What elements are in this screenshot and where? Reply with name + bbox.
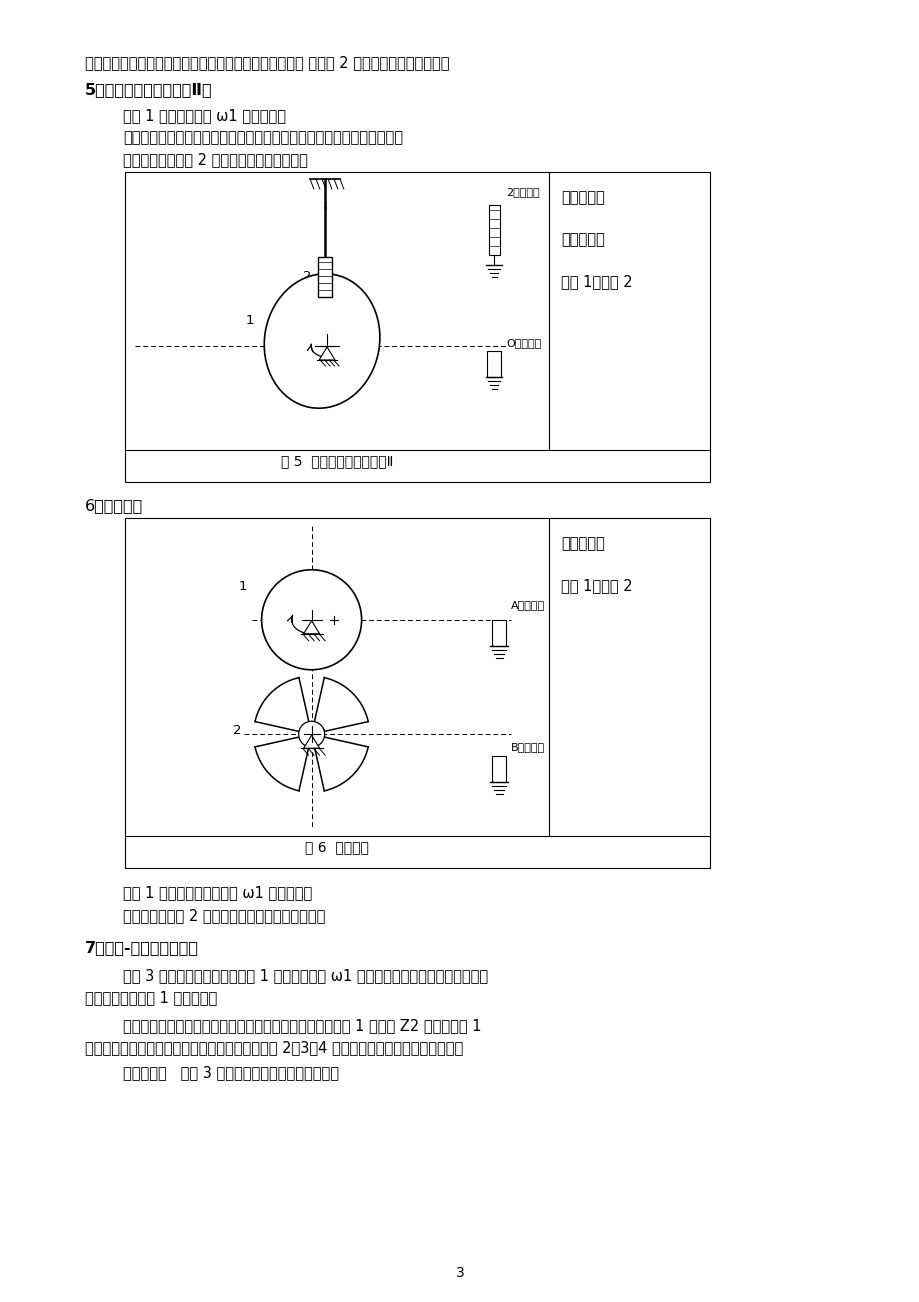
Text: 摇杆 3 在左极限位为零位。齿轮 1 为主动件，以 ω1 角速度匀速转动。也可只测试曲柄: 摇杆 3 在左极限位为零位。齿轮 1 为主动件，以 ω1 角速度匀速转动。也可只…: [123, 967, 488, 983]
Bar: [492, 756, 505, 783]
Text: 结构特点：由一级齿轮机构与曲柄摇杆机构构成，其中曲柄 1 与齿轮 Z2 固联，构件 1: 结构特点：由一级齿轮机构与曲柄摇杆机构构成，其中曲柄 1 与齿轮 Z2 固联，构…: [123, 1018, 481, 1032]
Text: 1: 1: [245, 315, 254, 328]
Text: 结构特点：对心移动从动件凸轮机构。凸轮推程回程均为简谐运动规律。: 结构特点：对心移动从动件凸轮机构。凸轮推程回程均为简谐运动规律。: [123, 130, 403, 145]
Bar: [488, 204, 499, 255]
Text: ω₁: ω₁: [283, 625, 298, 638]
Text: 拨盘 1 为主动件，以角速度 ω1 匀速转动。: 拨盘 1 为主动件，以角速度 ω1 匀速转动。: [123, 885, 312, 900]
Bar: [125, 518, 709, 868]
Text: 2: 2: [233, 724, 242, 737]
Text: 测试参数：槽轮 2 的角位移、角速度、角加速度。: 测试参数：槽轮 2 的角位移、角速度、角加速度。: [123, 907, 325, 923]
Text: 测试参数：   摇杆 3 的角位移、角速度、角加速度。: 测试参数： 摇杆 3 的角位移、角速度、角加速度。: [123, 1065, 338, 1079]
Text: O点角位移: O点角位移: [505, 339, 540, 348]
Text: ω₁: ω₁: [331, 341, 346, 354]
Text: 拨盘 1，槽轮 2: 拨盘 1，槽轮 2: [561, 578, 632, 592]
Text: 摇杆机构，以曲柄 1 为主动件。: 摇杆机构，以曲柄 1 为主动件。: [85, 990, 217, 1005]
Polygon shape: [319, 348, 335, 359]
Text: O: O: [303, 339, 312, 352]
Bar: [492, 620, 505, 646]
Text: 所需零件：: 所需零件：: [561, 232, 604, 247]
Text: 测试参数：从动件 2 的位移，速度和加速度。: 测试参数：从动件 2 的位移，速度和加速度。: [123, 152, 308, 167]
Text: 3: 3: [455, 1266, 464, 1280]
Bar: [486, 352, 501, 378]
Text: 2: 2: [302, 271, 311, 284]
Text: 等速运动规律，回程为等加速等减速运动规律。测试参数 从动件 2 的位移、速度、加速度。: 等速运动规律，回程为等加速等减速运动规律。测试参数 从动件 2 的位移、速度、加…: [85, 55, 449, 70]
Text: 所需零件：: 所需零件：: [561, 536, 604, 551]
Text: 2处线位移: 2处线位移: [505, 187, 539, 197]
Text: 6、槽轮机构: 6、槽轮机构: [85, 497, 143, 513]
Text: B点角位移: B点角位移: [511, 742, 545, 753]
Text: B: B: [317, 727, 325, 740]
Polygon shape: [303, 736, 319, 749]
Text: 1: 1: [238, 579, 246, 592]
Ellipse shape: [264, 273, 380, 409]
Text: 所需零件：: 所需零件：: [561, 190, 604, 204]
Bar: [125, 172, 709, 482]
Circle shape: [299, 721, 324, 747]
Text: 7、齿轮-曲柄摇杆机构：: 7、齿轮-曲柄摇杆机构：: [85, 940, 199, 954]
Circle shape: [261, 570, 361, 669]
Text: 可有两种不同尺寸（由两个不同齿轮构成），杆件 2、3、4 均可在构件允许范围内调整长度。: 可有两种不同尺寸（由两个不同齿轮构成），杆件 2、3、4 均可在构件允许范围内调…: [85, 1040, 463, 1055]
Text: 凸轮 1 为主动件，以 ω1 匀速转动。: 凸轮 1 为主动件，以 ω1 匀速转动。: [123, 108, 286, 122]
Text: A点角位移: A点角位移: [511, 600, 545, 609]
Text: 5、尖顶从动件凸轮机构Ⅱ：: 5、尖顶从动件凸轮机构Ⅱ：: [85, 82, 212, 98]
Bar: [318, 256, 332, 297]
Text: 凸轮 1，推杆 2: 凸轮 1，推杆 2: [561, 273, 632, 289]
Text: A: A: [337, 616, 346, 629]
Text: 图 6  槽轮机构: 图 6 槽轮机构: [305, 840, 369, 854]
Polygon shape: [303, 621, 319, 634]
Text: 图 5  尖顶从动件凸轮机构Ⅱ: 图 5 尖顶从动件凸轮机构Ⅱ: [280, 454, 392, 467]
